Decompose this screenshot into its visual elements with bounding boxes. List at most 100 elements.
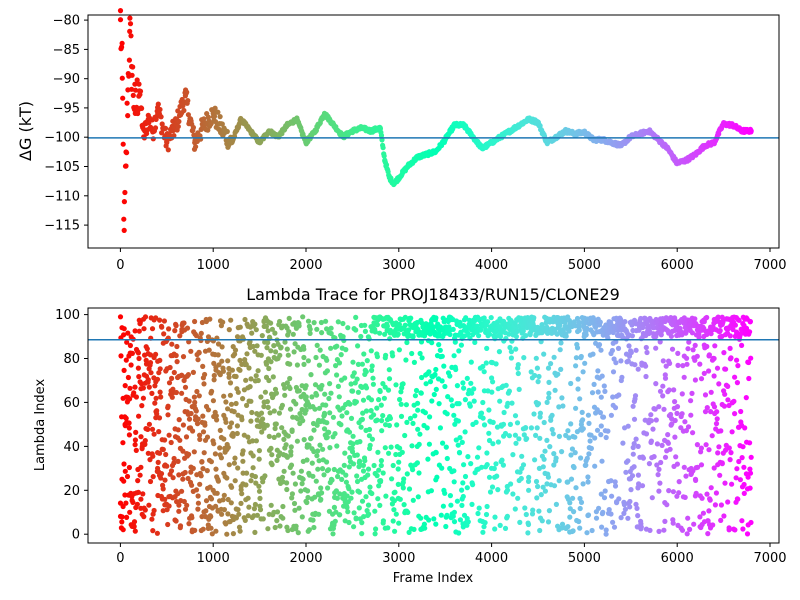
lambda-point — [376, 397, 382, 403]
lambda-point — [508, 355, 514, 361]
lambda-point — [366, 336, 372, 342]
lambda-point — [679, 411, 685, 417]
lambda-point — [510, 452, 516, 458]
lambda-point — [544, 481, 550, 487]
lambda-point — [155, 459, 161, 465]
lambda-point — [489, 484, 496, 490]
lambda-point — [200, 429, 207, 435]
lambda-point — [578, 353, 584, 360]
lambda-point — [186, 398, 192, 404]
lambda-point — [706, 508, 712, 514]
lambda-point — [347, 454, 353, 461]
lambda-point — [374, 322, 380, 328]
lambda-point — [610, 369, 617, 375]
lambda-point — [266, 433, 272, 439]
lambda-point — [191, 449, 197, 455]
lambda-point — [611, 524, 618, 530]
lambda-point — [448, 397, 454, 403]
lambda-point — [458, 342, 464, 348]
lambda-point — [239, 417, 245, 423]
lambda-point — [176, 417, 182, 423]
lambda-point — [198, 473, 204, 479]
lambda-point — [230, 430, 236, 437]
lambda-point — [266, 365, 272, 372]
lambda-point — [140, 395, 146, 401]
lambda-point — [202, 371, 208, 378]
lambda-point — [160, 486, 166, 492]
lambda-point — [513, 346, 519, 352]
lambda-point — [478, 410, 485, 416]
lambda-point — [501, 409, 507, 416]
lambda-point — [572, 434, 578, 440]
lambda-point — [175, 458, 181, 464]
lambda-point — [456, 530, 462, 536]
y-tick-label: 0 — [72, 528, 80, 543]
lambda-point — [256, 456, 262, 462]
lambda-point — [166, 503, 172, 509]
lambda-point — [215, 341, 222, 347]
lambda-point — [612, 483, 619, 489]
lambda-point — [211, 372, 217, 379]
lambda-point — [592, 435, 598, 441]
lambda-point — [361, 351, 367, 357]
lambda-point — [195, 357, 201, 363]
lambda-point — [311, 320, 317, 326]
lambda-point — [350, 388, 356, 394]
lambda-point — [315, 448, 321, 454]
lambda-point — [444, 411, 450, 417]
lambda-point — [747, 470, 754, 476]
lambda-point — [422, 410, 428, 416]
lambda-point — [339, 413, 345, 419]
lambda-point — [636, 481, 642, 487]
lambda-point — [228, 420, 235, 426]
lambda-point — [215, 478, 221, 484]
lambda-point — [221, 507, 227, 513]
lambda-point — [573, 485, 579, 491]
lambda-point — [586, 451, 592, 457]
lambda-point — [223, 399, 229, 405]
lambda-point — [305, 494, 311, 501]
lambda-point — [541, 351, 547, 357]
lambda-point — [565, 524, 571, 530]
lambda-point — [296, 505, 302, 511]
lambda-point — [692, 377, 699, 383]
lambda-point — [148, 370, 154, 376]
lambda-point — [456, 450, 463, 456]
lambda-point — [493, 461, 499, 467]
lambda-point — [328, 330, 334, 337]
lambda-point — [368, 397, 375, 403]
lambda-point — [123, 357, 129, 363]
lambda-point — [141, 326, 147, 332]
lambda-point — [183, 434, 190, 440]
lambda-point — [598, 491, 604, 497]
lambda-point — [631, 464, 637, 470]
lambda-point — [225, 496, 231, 503]
lambda-point — [206, 347, 212, 353]
lambda-point — [246, 504, 252, 510]
lambda-point — [214, 417, 220, 423]
lambda-point — [249, 409, 255, 416]
lambda-point — [520, 462, 527, 468]
lambda-point — [208, 514, 214, 520]
lambda-point — [232, 347, 239, 353]
lambda-point — [696, 331, 702, 337]
lambda-point — [565, 428, 571, 434]
lambda-point — [622, 506, 629, 512]
lambda-point — [393, 451, 399, 458]
lambda-point — [418, 339, 425, 345]
lambda-point — [353, 327, 359, 333]
lambda-point — [144, 346, 150, 352]
lambda-point — [571, 509, 577, 515]
lambda-point — [453, 366, 459, 373]
lambda-point — [227, 380, 234, 386]
lambda-point — [315, 466, 321, 472]
lambda-point — [309, 394, 315, 400]
lambda-point — [408, 315, 414, 321]
lambda-point — [377, 330, 383, 336]
lambda-point — [715, 450, 721, 456]
lambda-point — [727, 457, 733, 463]
lambda-point — [153, 315, 159, 321]
lambda-point — [385, 525, 391, 531]
lambda-point — [251, 506, 257, 512]
lambda-point — [546, 379, 552, 385]
